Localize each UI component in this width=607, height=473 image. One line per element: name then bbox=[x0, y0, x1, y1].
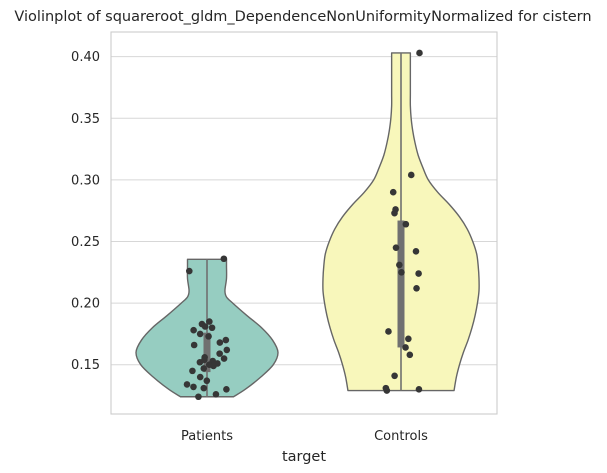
data-point bbox=[203, 377, 211, 385]
x-tick-labels: Patients Controls bbox=[181, 429, 428, 444]
data-point bbox=[402, 220, 410, 228]
data-point bbox=[405, 335, 412, 343]
data-point bbox=[208, 324, 216, 332]
data-point bbox=[416, 49, 423, 57]
y-tick-label: 0.25 bbox=[71, 235, 100, 250]
iqr-box bbox=[397, 220, 405, 348]
plot-frame bbox=[110, 31, 498, 415]
data-point bbox=[210, 362, 217, 370]
y-tick-label: 0.15 bbox=[71, 358, 100, 373]
x-tick-label: Controls bbox=[374, 429, 428, 444]
y-tick-label: 0.40 bbox=[71, 50, 100, 65]
data-point bbox=[415, 270, 422, 277]
x-tick-label: Patients bbox=[181, 429, 233, 444]
data-point bbox=[216, 339, 224, 346]
y-tick-labels: 0.15 0.20 0.25 0.30 0.35 0.40 bbox=[71, 50, 100, 373]
data-point bbox=[389, 188, 397, 196]
data-point bbox=[391, 209, 398, 217]
chart-title: Violinplot of squareroot_gldm_Dependence… bbox=[14, 9, 591, 25]
data-point bbox=[402, 344, 409, 351]
data-point bbox=[190, 341, 198, 349]
data-point bbox=[383, 387, 391, 394]
data-point bbox=[396, 261, 403, 269]
data-point bbox=[415, 386, 423, 393]
data-point bbox=[222, 336, 230, 344]
data-point bbox=[183, 381, 191, 388]
data-point bbox=[195, 393, 202, 401]
data-point bbox=[391, 372, 398, 380]
x-axis-label: target bbox=[282, 449, 326, 465]
data-point bbox=[385, 328, 392, 335]
data-point bbox=[220, 355, 228, 362]
data-point bbox=[200, 365, 208, 372]
data-point bbox=[189, 367, 196, 375]
data-point bbox=[196, 330, 204, 338]
data-point bbox=[206, 318, 213, 325]
y-tick-label: 0.30 bbox=[71, 173, 100, 188]
data-point bbox=[196, 373, 204, 381]
data-point bbox=[190, 326, 197, 334]
data-point bbox=[392, 244, 400, 251]
iqr-box bbox=[203, 332, 211, 373]
y-tick-label: 0.20 bbox=[71, 297, 100, 312]
strip-points bbox=[183, 49, 423, 401]
data-point bbox=[205, 333, 212, 340]
data-point bbox=[200, 384, 208, 392]
data-point bbox=[190, 383, 197, 391]
data-point bbox=[223, 386, 230, 393]
data-point bbox=[412, 248, 420, 255]
data-point bbox=[201, 323, 209, 330]
data-point bbox=[413, 285, 420, 292]
data-point bbox=[216, 350, 223, 357]
data-point bbox=[220, 255, 228, 263]
data-point bbox=[407, 171, 415, 179]
data-point bbox=[398, 268, 405, 276]
data-point bbox=[223, 346, 231, 354]
data-point bbox=[196, 358, 204, 366]
violins bbox=[135, 52, 480, 398]
data-point bbox=[406, 351, 414, 359]
data-point bbox=[185, 267, 193, 275]
y-tick-label: 0.35 bbox=[71, 112, 100, 127]
data-point bbox=[212, 390, 220, 398]
